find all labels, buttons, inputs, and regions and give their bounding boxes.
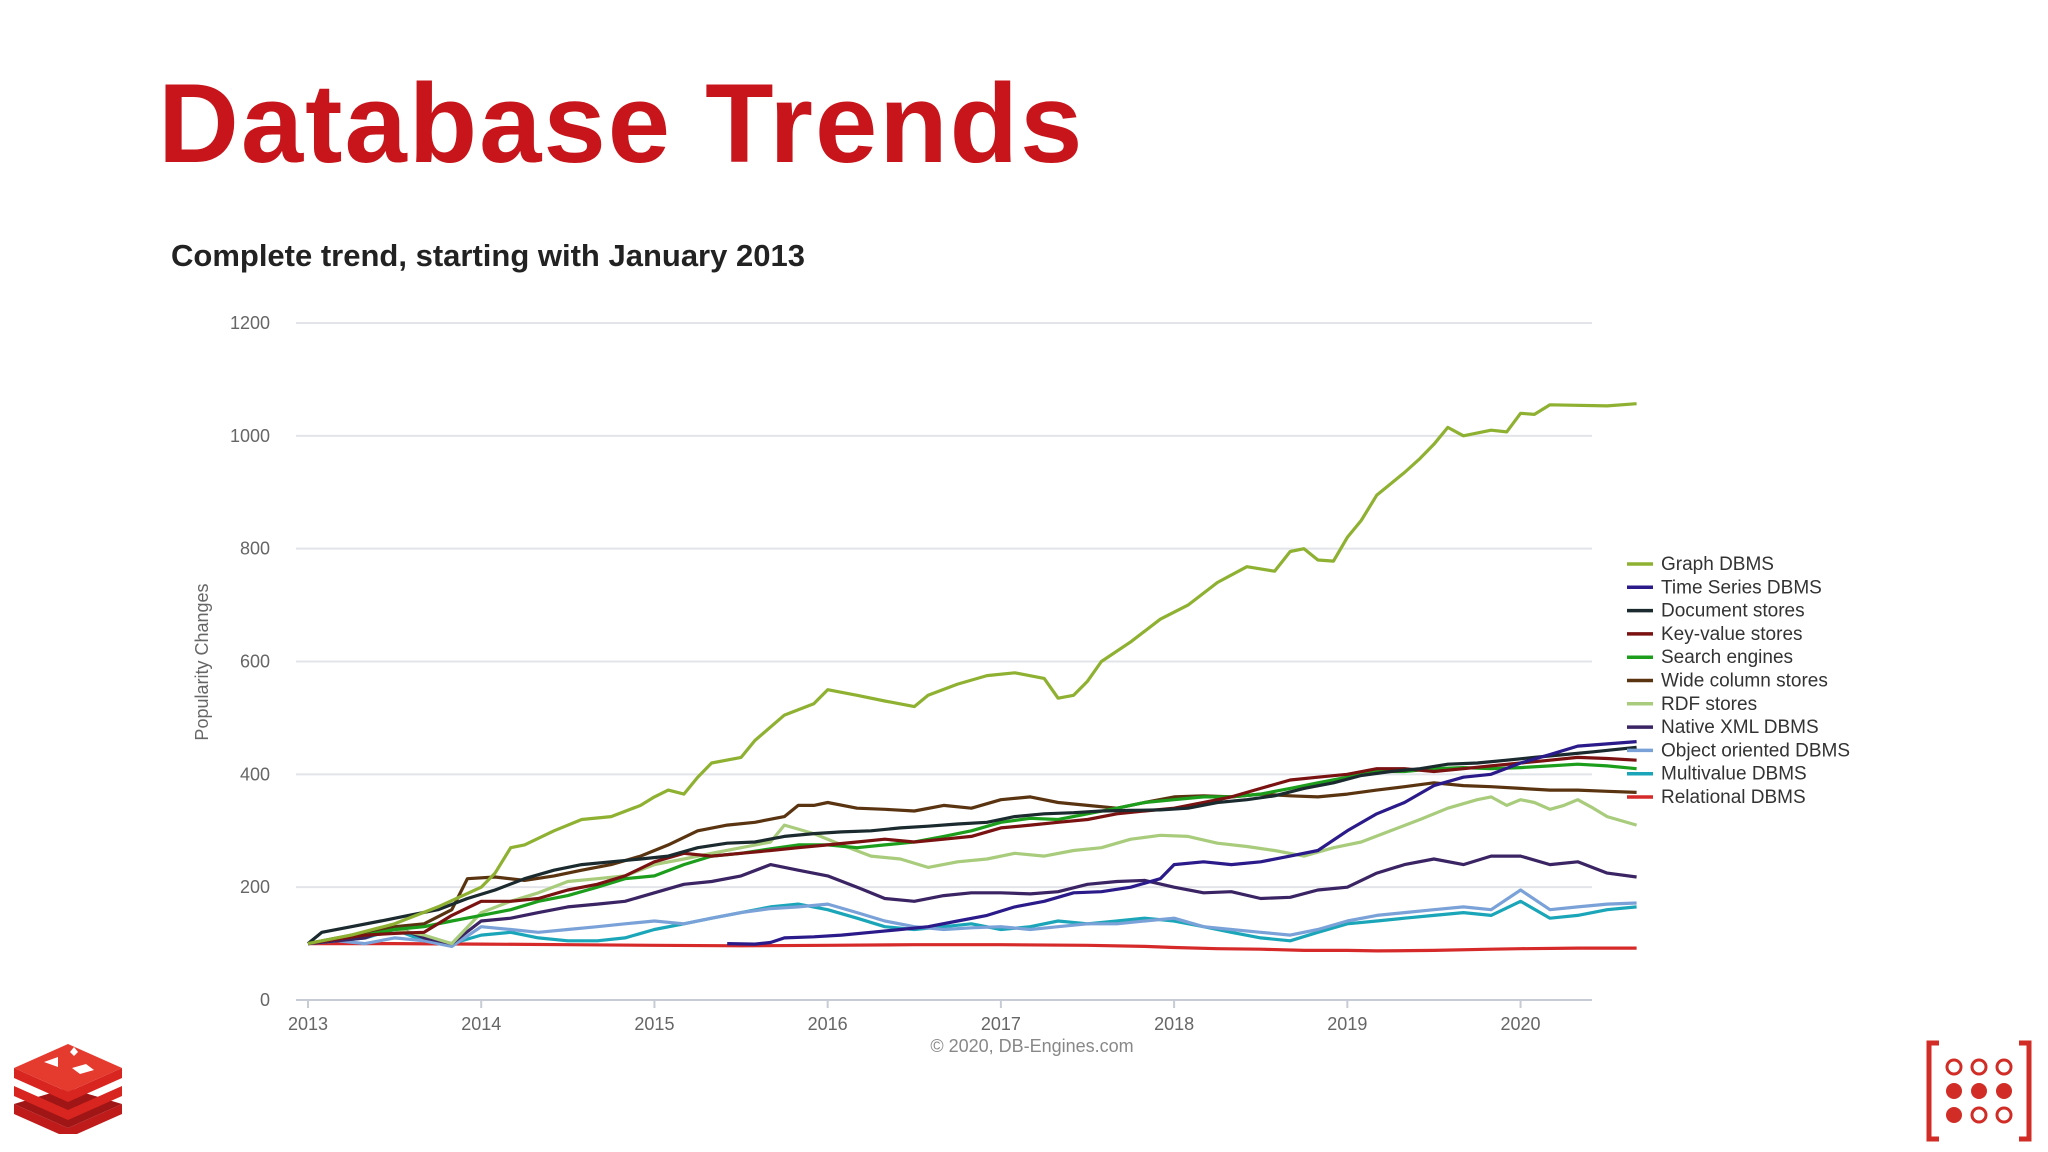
legend-label: RDF stores: [1661, 694, 1757, 715]
legend-label: Search engines: [1661, 647, 1793, 668]
series-line-document-stores: [306, 745, 1637, 945]
chart-series-lines: [306, 402, 1638, 953]
y-tick-label: 200: [240, 877, 270, 897]
y-tick-label: 800: [240, 539, 270, 559]
series-line-graph-dbms: [307, 402, 1637, 946]
x-tick-label: 2016: [808, 1014, 848, 1034]
x-tick-label: 2018: [1154, 1014, 1194, 1034]
series-line-multivalue-dbms: [307, 899, 1637, 946]
legend-label: Multivalue DBMS: [1661, 764, 1807, 785]
legend-label: Native XML DBMS: [1661, 717, 1819, 738]
series-line-rdf-stores: [307, 795, 1638, 946]
chart-title: Complete trend, starting with January 20…: [171, 238, 805, 273]
x-tick-label: 2020: [1501, 1014, 1541, 1034]
legend-label: Document stores: [1661, 601, 1805, 622]
series-line-native-xml-dbms: [307, 854, 1637, 946]
y-tick-label: 1000: [230, 426, 270, 446]
y-axis-ticks: 0 200 400 600 800 1000 1200: [230, 313, 270, 1010]
x-axis-ticks: 2013 2014 2015 2016 2017 2018 2019 2020: [288, 1000, 1541, 1034]
redis-cube-logo: [14, 1044, 122, 1134]
series-line-time-series-dbms: [727, 740, 1637, 946]
legend-label: Time Series DBMS: [1661, 577, 1822, 598]
x-tick-label: 2017: [981, 1014, 1021, 1034]
chart-gridlines: [296, 322, 1592, 1001]
y-tick-label: 1200: [230, 313, 270, 333]
legend-label: Object oriented DBMS: [1661, 740, 1850, 761]
slide-title: Database Trends: [158, 61, 1085, 186]
x-tick-label: 2013: [288, 1014, 328, 1034]
x-tick-label: 2014: [461, 1014, 501, 1034]
y-tick-label: 400: [240, 764, 270, 784]
chart-credit: © 2020, DB-Engines.com: [930, 1036, 1133, 1056]
redis-dots-bracket-logo: [1926, 1040, 2032, 1142]
x-tick-label: 2019: [1327, 1014, 1367, 1034]
legend-label: Key-value stores: [1661, 624, 1803, 645]
legend-label: Wide column stores: [1661, 671, 1828, 692]
y-tick-label: 0: [260, 990, 270, 1010]
y-axis-label: Popularity Changes: [192, 583, 212, 740]
y-tick-label: 600: [240, 652, 270, 672]
legend-label: Graph DBMS: [1661, 554, 1774, 575]
x-tick-label: 2015: [634, 1014, 674, 1034]
series-line-object-oriented-dbms: [307, 888, 1637, 948]
series-line-relational-dbms: [308, 942, 1637, 953]
legend-label: Relational DBMS: [1661, 787, 1806, 808]
